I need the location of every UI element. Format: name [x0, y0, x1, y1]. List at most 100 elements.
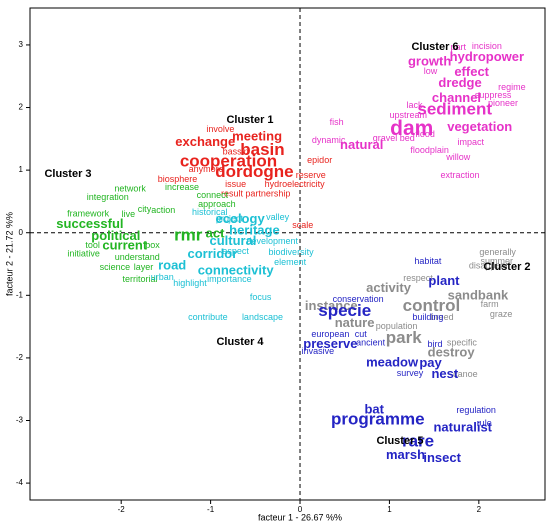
- word: programme: [331, 409, 425, 428]
- word: upstream: [389, 110, 427, 120]
- word: activity: [366, 280, 412, 295]
- word: current: [102, 237, 147, 252]
- word: survey: [397, 368, 424, 378]
- word: natural: [340, 137, 383, 152]
- word: farm: [481, 299, 499, 309]
- word: specie: [318, 301, 371, 320]
- word: political: [91, 228, 140, 243]
- word: rare: [402, 431, 434, 450]
- word: suppress: [475, 90, 512, 100]
- cluster-label: Cluster 4: [216, 336, 264, 348]
- word: act: [206, 225, 225, 240]
- word: partnership: [245, 188, 290, 198]
- word: importance: [207, 274, 252, 284]
- word: hydroelectricity: [265, 179, 326, 189]
- cluster-label: Cluster 1: [226, 114, 273, 126]
- y-axis-title: facteur 2 - 21.72 %%: [4, 212, 14, 296]
- word: rule: [477, 418, 492, 428]
- word: ecology: [216, 211, 266, 226]
- word: nest: [431, 366, 458, 381]
- x-tick-label: -2: [118, 505, 126, 514]
- word: conservation: [333, 294, 384, 304]
- x-tick-label: 2: [477, 505, 482, 514]
- word: vegetation: [447, 119, 512, 134]
- y-tick-label: 2: [19, 103, 24, 112]
- word: sediment: [417, 100, 492, 119]
- word: impact: [458, 137, 485, 147]
- word: valley: [266, 212, 290, 222]
- word: hydropower: [450, 49, 524, 64]
- word: willow: [445, 152, 471, 162]
- word: rmr: [174, 225, 203, 244]
- word: habitat: [414, 256, 442, 266]
- word: flood: [415, 129, 435, 139]
- word: cultural: [209, 233, 256, 248]
- y-tick-label: 0: [19, 228, 24, 237]
- word: understand: [115, 252, 160, 262]
- y-tick-label: -3: [16, 416, 24, 425]
- word: basin: [240, 140, 284, 159]
- y-tick-label: -2: [16, 353, 24, 362]
- word: involve: [206, 124, 234, 134]
- word: connectivity: [198, 262, 275, 277]
- y-tick-label: -1: [16, 290, 24, 299]
- word: low: [424, 66, 438, 76]
- word: live: [122, 209, 136, 219]
- word: pioneer: [488, 98, 518, 108]
- word: historical: [192, 207, 228, 217]
- word: issue: [225, 179, 246, 189]
- word: anymore: [189, 164, 224, 174]
- word: bassin: [223, 146, 249, 156]
- word: ancient: [356, 337, 386, 347]
- word: territorial: [122, 274, 157, 284]
- x-tick-label: 1: [387, 505, 392, 514]
- word: heritage: [229, 222, 280, 237]
- word: effect: [454, 64, 489, 79]
- word: part: [451, 42, 467, 52]
- word: preserve: [303, 336, 357, 351]
- word: gravel: [373, 133, 398, 143]
- word: connect: [197, 190, 229, 200]
- cluster-label: Cluster 2: [483, 261, 530, 273]
- word: dredge: [438, 75, 481, 90]
- word: pay: [419, 355, 442, 370]
- word: floodplain: [410, 145, 449, 155]
- word: cut: [355, 329, 368, 339]
- word: increase: [165, 182, 199, 192]
- word: approach: [198, 199, 236, 209]
- word: meeting: [232, 128, 282, 143]
- word: aspect: [222, 246, 249, 256]
- word: nature: [335, 315, 375, 330]
- word: bat: [364, 401, 384, 416]
- word: dynamic: [312, 135, 346, 145]
- word: generally: [479, 247, 516, 257]
- word: naturalist: [433, 419, 492, 434]
- word: successful: [56, 216, 123, 231]
- word: layer: [134, 262, 154, 272]
- word: city: [138, 204, 152, 214]
- word: network: [114, 183, 146, 193]
- word: reserve: [296, 170, 326, 180]
- word: insect: [423, 450, 461, 465]
- plot-frame: [29, 7, 546, 501]
- word: specific: [447, 337, 478, 347]
- word: initiative: [67, 248, 100, 258]
- y-tick-label: 3: [19, 40, 24, 49]
- x-axis-title: facteur 1 - 26.67 %%: [258, 512, 342, 522]
- word: cooperation: [180, 151, 277, 170]
- word: building: [412, 312, 443, 322]
- word: graze: [490, 309, 513, 319]
- word: invasive: [302, 346, 335, 356]
- word: action: [151, 205, 175, 215]
- word: development: [247, 236, 299, 246]
- word: canoe: [453, 369, 478, 379]
- word: bed: [400, 133, 415, 143]
- word: respect: [403, 273, 433, 283]
- word: european: [311, 329, 349, 339]
- word: highlight: [173, 278, 207, 288]
- word: channel: [432, 90, 481, 105]
- word: instance: [305, 298, 358, 313]
- word: marsh: [386, 447, 425, 462]
- word: extraction: [441, 170, 480, 180]
